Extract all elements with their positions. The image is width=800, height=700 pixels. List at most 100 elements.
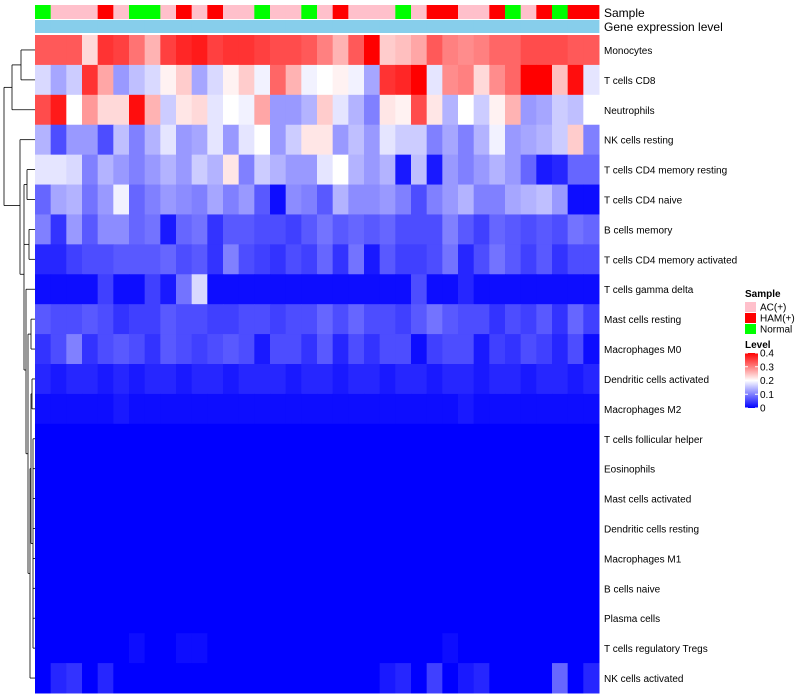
heatmap-cell [442, 304, 459, 335]
heatmap-cell [285, 304, 302, 335]
expression-annotation-cell [50, 20, 67, 33]
heatmap-cell [411, 64, 428, 96]
heatmap-cell [82, 483, 99, 515]
heatmap-cell [191, 274, 208, 305]
heatmap-cell [35, 154, 52, 186]
heatmap-cell [411, 543, 428, 574]
heatmap-cell [426, 64, 443, 96]
heatmap-cell [552, 483, 569, 515]
sample-annotation-cell [317, 5, 334, 19]
heatmap-cell [332, 573, 349, 604]
heatmap-cell [489, 35, 506, 66]
heatmap-cell [223, 35, 240, 66]
heatmap-cell [348, 513, 365, 544]
heatmap-cell [442, 513, 459, 544]
heatmap-cell [82, 393, 99, 425]
heatmap-cell [426, 633, 443, 664]
heatmap-cell [317, 154, 334, 186]
heatmap-cell [66, 633, 83, 664]
heatmap-cell [254, 274, 271, 305]
heatmap-cell [364, 543, 381, 574]
heatmap-cell [332, 35, 349, 66]
heatmap-cell [254, 334, 271, 365]
heatmap-cell [270, 244, 287, 275]
heatmap-cell [35, 94, 52, 126]
heatmap-cell [82, 453, 99, 485]
heatmap-cell [129, 453, 146, 485]
expression-annotation-cell [176, 20, 193, 33]
heatmap-cell [176, 513, 193, 544]
heatmap-cell [426, 393, 443, 425]
heatmap-cell [442, 663, 459, 694]
heatmap-cell [458, 543, 475, 574]
heatmap-cell [442, 244, 459, 275]
row-label: Macrophages M2 [604, 405, 682, 416]
heatmap-cell [583, 573, 600, 604]
heatmap-cell [458, 423, 475, 455]
heatmap-cell [426, 244, 443, 275]
sample-annotation-cell [473, 5, 490, 19]
heatmap-cell [536, 543, 553, 574]
heatmap-cell [411, 453, 428, 485]
heatmap-cell [489, 64, 506, 96]
heatmap-cell [552, 573, 569, 604]
expression-annotation-cell [270, 20, 287, 33]
heatmap-cell [113, 274, 130, 305]
heatmap-cell [458, 94, 475, 126]
heatmap-cell [442, 124, 459, 156]
sample-legend-swatch [745, 313, 756, 323]
heatmap-cell [207, 513, 224, 544]
heatmap-cell [176, 35, 193, 66]
heatmap-cell [583, 513, 600, 544]
heatmap-cell [223, 244, 240, 275]
heatmap-cell [254, 184, 271, 215]
heatmap-cell [583, 154, 600, 186]
heatmap-cell [426, 603, 443, 634]
heatmap-cell [489, 573, 506, 604]
heatmap-cell [567, 483, 584, 515]
expression-annotation-bar [35, 20, 600, 33]
heatmap-cell [285, 35, 302, 66]
sample-annotation-cell [426, 5, 443, 19]
heatmap-cell [317, 124, 334, 156]
heatmap-cell [35, 364, 52, 395]
heatmap-cell [567, 573, 584, 604]
row-label: Neutrophils [604, 106, 655, 117]
heatmap-cell [489, 423, 506, 455]
heatmap-cell [223, 543, 240, 574]
heatmap-cell [348, 154, 365, 186]
heatmap-cell [552, 274, 569, 305]
heatmap-cell [144, 64, 161, 96]
heatmap-cell [50, 304, 67, 335]
heatmap-cell [332, 453, 349, 485]
heatmap-cell [552, 423, 569, 455]
heatmap-cell [395, 274, 412, 305]
heatmap-cell [583, 663, 600, 694]
heatmap-cell [473, 64, 490, 96]
heatmap-cell [113, 423, 130, 455]
heatmap-cell [176, 64, 193, 96]
heatmap-cell [35, 64, 52, 96]
expression-annotation-cell [411, 20, 428, 33]
heatmap-cell [144, 543, 161, 574]
heatmap-cell [536, 124, 553, 156]
heatmap-cell [411, 603, 428, 634]
heatmap-cell [207, 543, 224, 574]
heatmap-cell [364, 244, 381, 275]
heatmap-cell [411, 364, 428, 395]
heatmap-cell [176, 274, 193, 305]
heatmap-cell [395, 35, 412, 66]
heatmap-cell [364, 214, 381, 245]
heatmap-cell [35, 393, 52, 425]
heatmap-cell [332, 393, 349, 425]
heatmap-cell [442, 64, 459, 96]
row-label: T cells CD8 [604, 76, 656, 87]
heatmap-cell [238, 214, 255, 245]
heatmap-cell [489, 184, 506, 215]
heatmap-cell [426, 154, 443, 186]
heatmap-cell [442, 393, 459, 425]
heatmap-cell [395, 663, 412, 694]
sample-annotation-cell [50, 5, 67, 19]
heatmap-cell [50, 543, 67, 574]
heatmap-cell [473, 453, 490, 485]
